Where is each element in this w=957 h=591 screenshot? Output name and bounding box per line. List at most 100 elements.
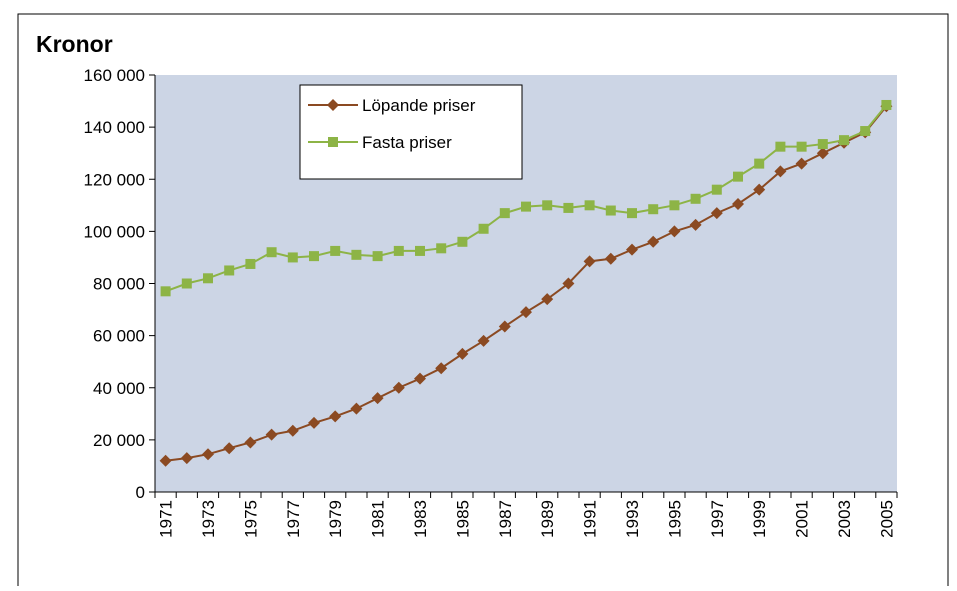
- x-tick-label: 1989: [538, 500, 557, 538]
- y-tick-label: 120 000: [84, 170, 145, 189]
- y-tick-label: 40 000: [93, 379, 145, 398]
- data-point: [372, 251, 383, 262]
- x-tick-label: 1977: [284, 500, 303, 538]
- data-point: [817, 139, 828, 150]
- data-point: [626, 243, 638, 256]
- y-tick-label: 0: [136, 483, 145, 502]
- data-point: [351, 249, 362, 260]
- data-point: [181, 278, 192, 289]
- data-point: [286, 424, 299, 437]
- data-point: [499, 208, 510, 219]
- y-tick-label: 160 000: [84, 66, 145, 85]
- data-point: [435, 362, 448, 375]
- data-point: [350, 402, 363, 415]
- data-point: [753, 183, 766, 196]
- data-point: [180, 452, 193, 465]
- x-tick-label: 1975: [241, 500, 260, 538]
- data-point: [732, 198, 744, 211]
- y-tick-label: 60 000: [93, 327, 145, 346]
- data-point: [795, 157, 808, 170]
- data-point: [159, 454, 172, 467]
- data-point: [224, 265, 235, 276]
- x-tick-label: 1985: [453, 500, 472, 538]
- data-point: [604, 252, 617, 265]
- data-point: [839, 135, 849, 146]
- x-tick-label: 1995: [665, 500, 684, 538]
- x-tick-label: 1979: [326, 500, 345, 538]
- data-point: [330, 245, 341, 256]
- x-tick-label: 1987: [496, 500, 515, 538]
- x-tick-label: 2001: [793, 500, 812, 538]
- x-tick-label: 1999: [750, 500, 769, 538]
- data-point: [202, 448, 214, 461]
- data-point: [816, 147, 829, 160]
- data-point: [308, 416, 320, 429]
- data-point: [627, 208, 637, 219]
- data-point: [393, 245, 404, 256]
- data-point: [648, 204, 659, 215]
- data-point: [456, 347, 469, 360]
- data-point: [542, 200, 553, 211]
- data-point: [860, 126, 871, 137]
- data-point: [392, 381, 405, 394]
- x-tick-label: 2005: [877, 500, 896, 538]
- data-point: [710, 207, 723, 220]
- data-point: [647, 235, 660, 248]
- x-tick-label: 1997: [708, 500, 727, 538]
- data-point: [541, 293, 554, 306]
- data-point: [329, 410, 342, 423]
- x-tick-label: 1991: [581, 500, 600, 538]
- data-point: [520, 306, 532, 319]
- data-point: [881, 99, 892, 110]
- data-point: [754, 158, 765, 169]
- data-point: [733, 171, 743, 182]
- legend-box: [299, 84, 523, 180]
- data-point: [371, 392, 384, 405]
- data-point: [436, 243, 447, 254]
- data-point: [583, 255, 596, 268]
- data-point: [605, 205, 616, 216]
- legend-label: Löpande priser: [362, 96, 476, 115]
- data-point: [774, 165, 787, 178]
- data-point: [160, 286, 171, 297]
- x-tick-label: 1971: [157, 500, 176, 538]
- data-point: [203, 273, 213, 284]
- data-point: [690, 193, 701, 204]
- data-point: [309, 251, 319, 262]
- data-point: [223, 442, 236, 455]
- data-point: [265, 428, 278, 441]
- data-point: [327, 99, 339, 111]
- x-tick-label: 2003: [835, 500, 854, 538]
- y-tick-label: 20 000: [93, 431, 145, 450]
- data-point: [668, 225, 681, 238]
- data-point: [584, 200, 595, 211]
- data-point: [775, 141, 786, 152]
- x-tick-label: 1993: [623, 500, 642, 538]
- data-point: [796, 141, 807, 152]
- data-point: [669, 200, 680, 211]
- y-tick-label: 140 000: [84, 118, 145, 137]
- x-tick-label: 1973: [199, 500, 218, 538]
- data-point: [287, 252, 298, 263]
- data-point: [415, 245, 425, 256]
- y-axis-label: Kronor: [36, 31, 113, 57]
- data-point: [245, 258, 256, 269]
- y-tick-label: 80 000: [93, 275, 145, 294]
- data-point: [711, 184, 722, 195]
- data-point: [521, 201, 531, 212]
- x-tick-label: 1981: [369, 500, 388, 538]
- x-tick-label: 1983: [411, 500, 430, 538]
- data-point: [478, 223, 489, 234]
- data-point: [562, 277, 575, 290]
- data-point: [689, 218, 702, 231]
- plot-area: [155, 75, 897, 492]
- data-point: [244, 436, 257, 449]
- data-point: [563, 202, 574, 213]
- y-tick-label: 100 000: [84, 222, 145, 241]
- data-point: [266, 247, 277, 258]
- data-point: [477, 334, 490, 347]
- data-point: [498, 320, 511, 333]
- data-point: [457, 236, 468, 247]
- data-point: [414, 372, 426, 385]
